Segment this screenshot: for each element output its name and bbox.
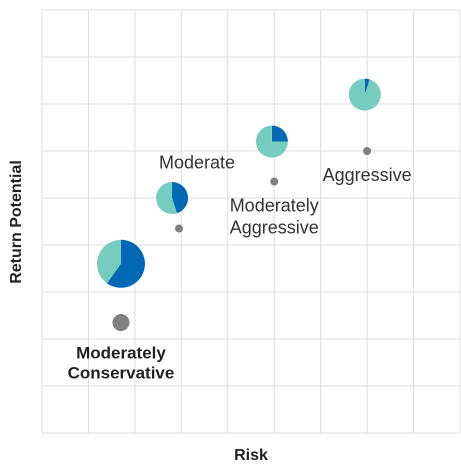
data-point-label: Moderately Conservative <box>68 344 175 383</box>
data-point-label-line: Moderately <box>230 196 319 216</box>
pie-slice <box>364 78 370 95</box>
grid <box>41 9 461 434</box>
pie-slice <box>271 125 288 142</box>
pie-slice <box>106 239 145 288</box>
allocation-pies <box>96 78 381 288</box>
point-labels: Moderately ConservativeModerateModerately… <box>68 153 412 383</box>
data-point <box>175 224 184 233</box>
data-point <box>363 147 372 155</box>
data-point <box>270 177 279 186</box>
data-point <box>112 314 130 332</box>
data-point-label-line: Moderately <box>76 344 166 363</box>
pie-slice <box>348 78 381 111</box>
x-axis-title: Risk <box>234 447 268 464</box>
pie-slice <box>172 182 189 214</box>
data-point-label-line: Moderate <box>159 153 235 173</box>
pie-slice <box>156 182 177 214</box>
data-point-label-line: Aggressive <box>230 218 319 238</box>
data-point-label: Aggressive <box>323 165 412 185</box>
data-point-label-line: Conservative <box>68 364 175 383</box>
data-point-label-line: Aggressive <box>323 165 412 185</box>
data-point-label: Moderately Aggressive <box>230 196 319 238</box>
y-axis-title: Return Potential <box>8 160 25 284</box>
data-point-label: Moderate <box>159 153 235 173</box>
markers <box>112 147 372 332</box>
pie-slice <box>255 125 288 158</box>
pie-slice <box>96 239 121 284</box>
